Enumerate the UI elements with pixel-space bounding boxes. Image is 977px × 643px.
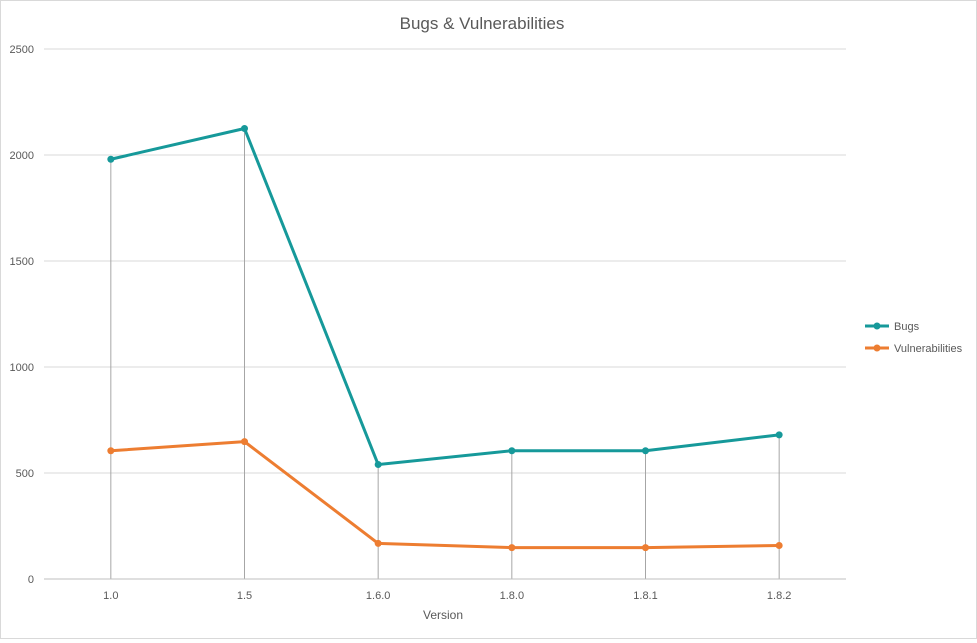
drop-lines (110, 128, 780, 579)
y-axis-ticks: 0 500 1000 1500 2000 2500 (10, 44, 34, 586)
x-tick-label: 1.8.0 (500, 590, 524, 602)
x-tick-label: 1.5 (237, 590, 252, 602)
data-point (775, 542, 783, 550)
data-point (508, 447, 516, 455)
chart-title: Bugs & Vulnerabilities (400, 14, 565, 33)
data-point (107, 447, 115, 455)
x-tick-label: 1.0 (103, 590, 118, 602)
y-tick-label: 1000 (10, 362, 34, 374)
legend-swatch-marker (873, 344, 881, 352)
y-tick-label: 1500 (10, 256, 34, 268)
y-tick-label: 2000 (10, 150, 34, 162)
legend-label: Bugs (894, 321, 920, 333)
series-line (109, 127, 781, 467)
x-tick-label: 1.6.0 (366, 590, 390, 602)
data-point (642, 447, 649, 455)
legend-item-vulnerabilities: Vulnerabilities (865, 343, 963, 355)
series-bugs (107, 125, 783, 469)
legend-label: Vulnerabilities (894, 343, 963, 355)
x-tick-label: 1.8.1 (633, 590, 657, 602)
data-point (374, 461, 382, 469)
gridlines (44, 48, 846, 474)
y-tick-label: 500 (16, 468, 34, 480)
legend-item-bugs: Bugs (865, 321, 920, 333)
legend-swatch-marker (873, 322, 881, 330)
data-point (508, 544, 516, 552)
series-vulnerabilities (107, 438, 783, 552)
y-tick-label: 0 (28, 574, 34, 586)
data-point (642, 544, 649, 552)
data-point (241, 125, 248, 132)
series-line (109, 440, 781, 550)
x-axis-ticks: 1.0 1.5 1.6.0 1.8.0 1.8.1 1.8.2 (103, 590, 791, 602)
y-tick-label: 2500 (10, 44, 34, 56)
x-tick-label: 1.8.2 (767, 590, 791, 602)
data-point (775, 431, 783, 439)
x-axis-label: Version (423, 608, 463, 622)
series-group (107, 125, 783, 552)
data-point (374, 539, 382, 547)
legend: Bugs Vulnerabilities (865, 321, 963, 355)
data-point (107, 155, 115, 163)
data-point (241, 438, 248, 446)
